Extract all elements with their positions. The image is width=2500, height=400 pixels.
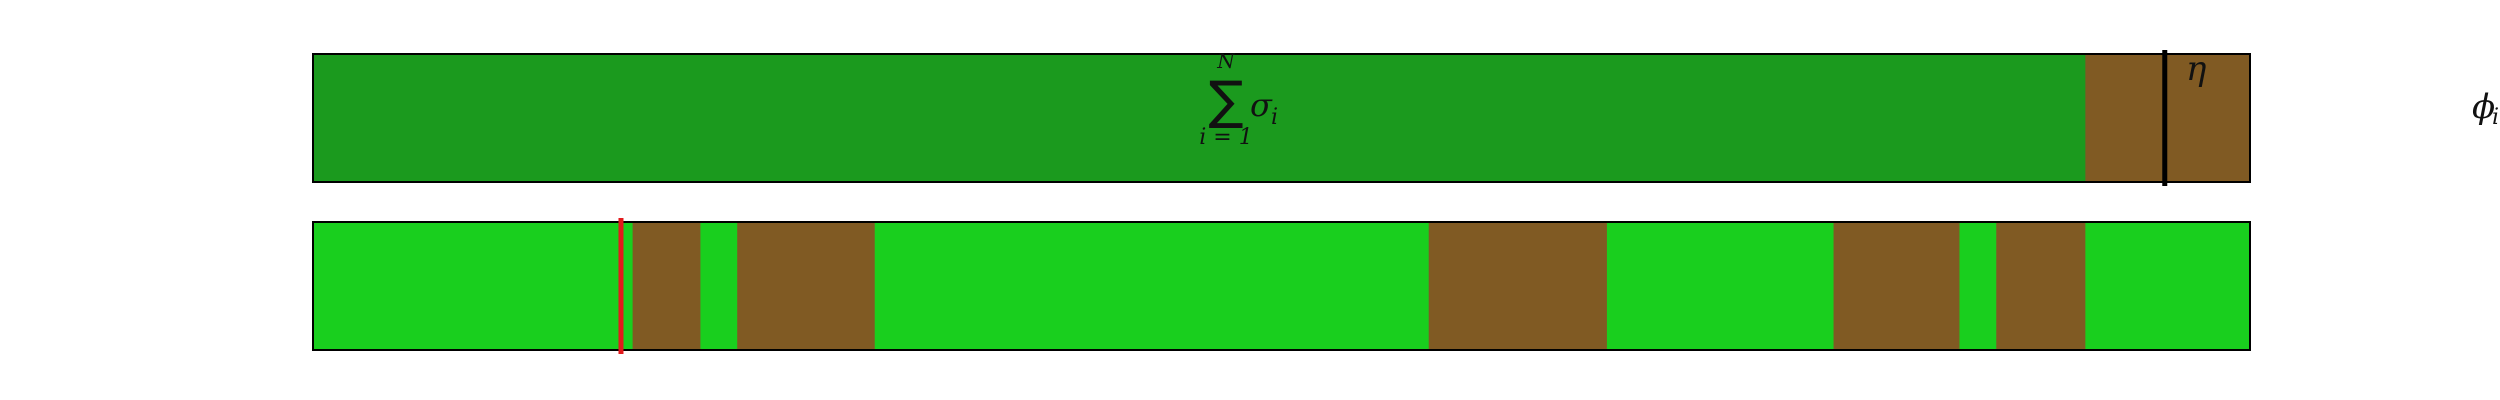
- bottom-bar-segment-4-brown: [737, 222, 876, 350]
- bottom-bar-segment-9-bright-green: [1959, 222, 1997, 350]
- bottom-bar-segment-7-bright-green: [1606, 222, 1835, 350]
- bottom-bar-segment-3-bright-green: [700, 222, 738, 350]
- phi-subscript: i: [2492, 105, 2499, 130]
- bottom-bar-segment-8-brown: [1833, 222, 1960, 350]
- top-bar-outline: [312, 53, 2251, 183]
- top-bar-segment-1-dark-green: [313, 54, 2086, 182]
- top-bar: N ∑ i = 1 σ i η: [312, 49, 2251, 186]
- bottom-bar: [312, 218, 2251, 354]
- eta-label: η: [2186, 49, 2207, 89]
- bottom-bar-segment-2-brown: [632, 222, 701, 350]
- bottom-bar-segment-11-bright-green: [2085, 222, 2251, 350]
- bottom-bar-segment-10-brown: [1996, 222, 2086, 350]
- top-bar-segment-2-brown: [2085, 54, 2251, 182]
- sum-symbol: ∑: [1208, 71, 1243, 131]
- phi-symbol: ϕ: [2472, 87, 2495, 127]
- bottom-bar-segment-5-bright-green: [874, 222, 1430, 350]
- sum-sigma-label: N ∑ i = 1 σ i: [1199, 49, 1278, 150]
- bottom-bar-segment-1-bright-green: [313, 222, 634, 350]
- sum-lower-limit: i = 1: [1199, 125, 1252, 150]
- sigma-symbol: σ: [1250, 86, 1273, 124]
- bottom-bar-outline: [312, 221, 2251, 351]
- top-bar-segments: [313, 54, 2251, 182]
- sum-upper-limit: N: [1216, 49, 1236, 73]
- phi-label: ϕ i: [2472, 87, 2499, 130]
- bottom-bar-segment-6-brown: [1428, 222, 1608, 350]
- bottom-bar-segments: [313, 222, 2251, 350]
- sigma-subscript: i: [1271, 105, 1278, 130]
